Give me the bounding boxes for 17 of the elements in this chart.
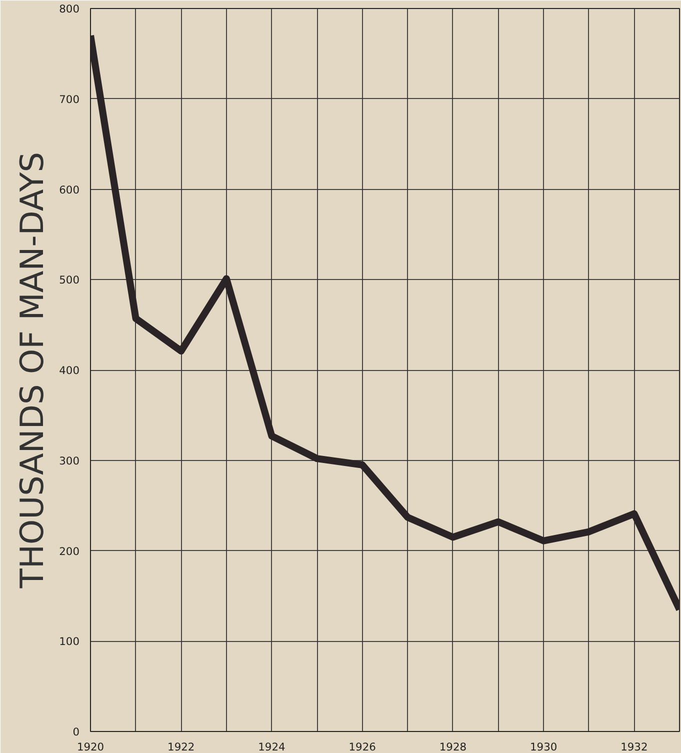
y-tick-label: 700 (59, 92, 80, 106)
y-tick-label: 300 (59, 454, 80, 468)
y-tick-label: 800 (59, 2, 80, 16)
y-tick-label: 600 (59, 183, 80, 196)
y-tick-label: 200 (59, 544, 80, 558)
x-tick-label: 1930 (530, 740, 558, 753)
y-axis-title: THOUSANDS OF MAN-DAYS (13, 152, 52, 590)
x-tick-label: 1928 (439, 740, 467, 753)
x-tick-label: 1932 (620, 740, 648, 753)
y-tick-label: 0 (72, 726, 80, 738)
x-tick-label: 1924 (258, 740, 286, 753)
y-tick-label: 100 (59, 635, 80, 648)
x-tick-label: 1920 (76, 740, 104, 753)
x-tick-label: 1922 (168, 740, 195, 753)
y-tick-label: 400 (59, 364, 80, 377)
y-tick-label: 500 (59, 274, 80, 287)
x-tick-label: 1926 (348, 740, 376, 753)
